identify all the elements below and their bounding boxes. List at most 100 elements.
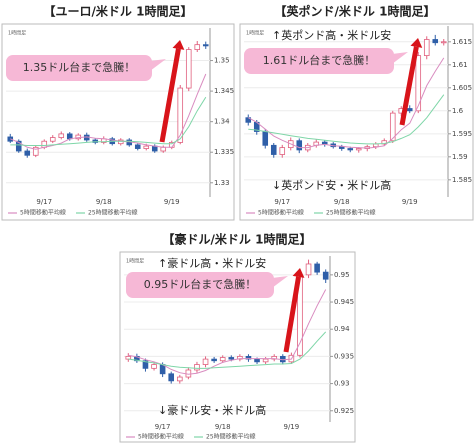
y-tick-label: 1.345 (214, 87, 234, 95)
candle-body (211, 358, 217, 362)
y-tick-label: 1.335 (214, 148, 234, 156)
y-tick-label: 0.935 (334, 352, 354, 360)
y-tick-label: 1.615 (452, 38, 472, 46)
moving-average-line (10, 73, 207, 150)
chart-title: 【ユーロ/米ドル 1時間足】 (44, 4, 193, 19)
moving-average-line (128, 331, 327, 369)
candle-body (160, 146, 167, 152)
x-tick-label: 9/17 (274, 198, 290, 206)
candle-body (415, 55, 422, 112)
y-tick-label: 1.33 (214, 179, 230, 187)
candle-body (142, 360, 149, 369)
arrow-head (292, 268, 305, 278)
x-tick-label: 9/19 (164, 198, 180, 206)
candle-body (176, 376, 183, 382)
arrow-shaft (283, 276, 301, 353)
x-tick-label: 9/18 (96, 198, 112, 206)
candle-body (296, 140, 303, 151)
candle-body (406, 108, 413, 112)
x-tick-label: 9/17 (155, 423, 171, 431)
candle-body (194, 364, 200, 371)
callout-text: 1.61ドル台まで急騰！ (263, 53, 376, 67)
candle-body (15, 140, 22, 152)
candle-body (151, 364, 157, 369)
candle-body (279, 147, 286, 155)
candle-body (321, 141, 328, 145)
callout-box (244, 48, 394, 74)
callout-tail (272, 276, 288, 288)
arrow-shaft (159, 48, 181, 143)
candle-body (49, 137, 56, 142)
candle-body (305, 263, 312, 276)
candle-body (314, 263, 320, 273)
x-tick-label: 9/18 (215, 423, 231, 431)
candle-body (125, 355, 132, 360)
y-tick-label: 0.95 (334, 271, 350, 279)
candle-body (355, 148, 362, 151)
candle-body (432, 39, 439, 44)
callout-box (6, 55, 152, 81)
timeframe-label: 1時間足 (126, 259, 144, 265)
y-tick-label: 0.93 (334, 380, 350, 388)
upper-note: ↑英ポンド高・米ドル安 (272, 28, 391, 42)
legend-label: 5時間移動平均線 (138, 433, 184, 441)
candle-body (92, 139, 99, 143)
candle-body (151, 145, 158, 152)
y-tick-label: 1.35 (214, 57, 230, 65)
candle-body (237, 355, 243, 360)
timeframe-label: 1時間足 (8, 31, 26, 37)
legend-label: 25時間移動平均線 (326, 209, 376, 217)
candle-body (228, 357, 235, 360)
candle-body (177, 87, 184, 143)
callout-tail (150, 59, 166, 71)
candle-body (58, 133, 65, 138)
candle-body (194, 44, 201, 50)
candle-body (219, 357, 226, 362)
candle-body (270, 144, 277, 155)
arrow-head (172, 40, 185, 50)
lower-note: ↓豪ドル安・米ドル高 (158, 403, 266, 417)
legend-label: 5時間移動平均線 (258, 209, 304, 217)
y-tick-label: 1.61 (452, 61, 468, 69)
candle-body (32, 146, 39, 156)
callout-box (126, 272, 274, 298)
x-tick-label: 9/19 (402, 198, 418, 206)
y-tick-label: 1.6 (452, 107, 464, 115)
arrow-head (410, 38, 423, 48)
legend-label: 25時間移動平均線 (88, 209, 138, 217)
legend-label: 5時間移動平均線 (20, 209, 66, 217)
candle-body (24, 150, 31, 156)
callout-tail (392, 52, 408, 64)
y-tick-label: 0.925 (334, 407, 354, 415)
candle-body (202, 44, 209, 47)
candle-body (347, 148, 354, 151)
candle-body (168, 373, 175, 382)
upper-note: ↑豪ドル高・米ドル安 (158, 256, 266, 270)
candle-body (143, 145, 150, 149)
callout-text: 1.35ドル台まで急騰！ (23, 60, 136, 74)
candle-body (254, 358, 260, 363)
y-tick-label: 1.59 (452, 153, 468, 161)
x-tick-label: 9/17 (36, 198, 52, 206)
candle-body (389, 112, 396, 142)
timeframe-label: 1時間足 (246, 31, 264, 37)
candle-body (134, 144, 141, 149)
legend-label: 25時間移動平均線 (206, 433, 256, 441)
candle-body (338, 146, 345, 149)
candle-body (245, 355, 252, 360)
y-tick-label: 0.94 (334, 325, 350, 333)
candle-body (322, 271, 329, 280)
y-tick-label: 1.595 (452, 130, 472, 138)
moving-average-line (10, 96, 207, 146)
lower-note: ↓英ポンド安・米ドル高 (272, 178, 391, 192)
y-tick-label: 0.945 (334, 298, 354, 306)
candle-body (271, 355, 278, 360)
moving-average-line (248, 57, 445, 149)
candle-body (245, 117, 252, 123)
x-tick-label: 9/18 (334, 198, 350, 206)
chart-title: 【豪ドル/米ドル 1時間足】 (163, 232, 312, 247)
moving-average-line (248, 94, 445, 145)
candle-body (185, 49, 192, 89)
candle-body (202, 358, 209, 365)
